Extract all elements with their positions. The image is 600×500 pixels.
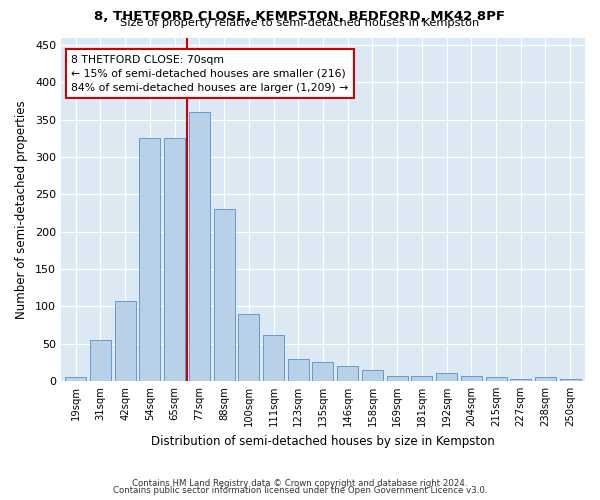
Bar [510, 380, 531, 381]
Text: Contains HM Land Registry data © Crown copyright and database right 2024.: Contains HM Land Registry data © Crown c… [132, 478, 468, 488]
Bar [115, 301, 136, 381]
Bar [164, 138, 185, 381]
Text: 8, THETFORD CLOSE, KEMPSTON, BEDFORD, MK42 8PF: 8, THETFORD CLOSE, KEMPSTON, BEDFORD, MK… [95, 10, 505, 23]
Bar [90, 340, 111, 381]
Y-axis label: Number of semi-detached properties: Number of semi-detached properties [15, 100, 28, 318]
Text: 8 THETFORD CLOSE: 70sqm
← 15% of semi-detached houses are smaller (216)
84% of s: 8 THETFORD CLOSE: 70sqm ← 15% of semi-de… [71, 54, 349, 92]
Bar [238, 314, 259, 381]
Bar [288, 358, 309, 381]
Text: Contains public sector information licensed under the Open Government Licence v3: Contains public sector information licen… [113, 486, 487, 495]
Bar [313, 362, 334, 381]
Bar [485, 377, 506, 381]
X-axis label: Distribution of semi-detached houses by size in Kempston: Distribution of semi-detached houses by … [151, 434, 495, 448]
Text: Size of property relative to semi-detached houses in Kempston: Size of property relative to semi-detach… [121, 18, 479, 28]
Bar [386, 376, 407, 381]
Bar [412, 376, 433, 381]
Bar [461, 376, 482, 381]
Bar [535, 377, 556, 381]
Bar [214, 209, 235, 381]
Bar [65, 377, 86, 381]
Bar [362, 370, 383, 381]
Bar [560, 380, 581, 381]
Bar [189, 112, 210, 381]
Bar [263, 334, 284, 381]
Bar [436, 374, 457, 381]
Bar [139, 138, 160, 381]
Bar [337, 366, 358, 381]
